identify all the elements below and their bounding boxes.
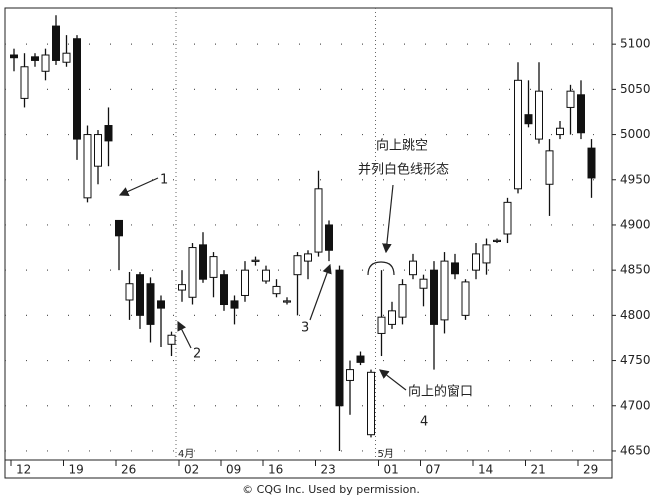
candle-body bbox=[587, 147, 596, 179]
candle-body bbox=[461, 281, 470, 316]
candle-body bbox=[157, 300, 165, 309]
y-tick-label: 4700 bbox=[620, 398, 651, 412]
candle-body bbox=[10, 54, 18, 59]
candle-body bbox=[20, 66, 29, 99]
x-tick-label: 26 bbox=[121, 463, 136, 477]
annotation: 2 bbox=[193, 347, 201, 362]
candle-body bbox=[356, 355, 365, 363]
x-tick-label: 19 bbox=[69, 463, 84, 477]
x-tick-label: 02 bbox=[184, 463, 199, 477]
x-tick-label: 21 bbox=[531, 463, 546, 477]
x-tick-label: 01 bbox=[384, 463, 399, 477]
candle-body bbox=[409, 260, 417, 276]
y-tick-label: 5000 bbox=[620, 127, 651, 141]
candle-body bbox=[545, 150, 554, 185]
candle-body bbox=[472, 253, 480, 271]
candle-body bbox=[188, 247, 197, 298]
arrow bbox=[118, 177, 159, 196]
candle-body bbox=[293, 255, 302, 276]
credit: © CQG Inc. Used by permission. bbox=[242, 483, 420, 496]
candle-body bbox=[304, 253, 312, 262]
candle-body bbox=[104, 125, 113, 142]
candle-body bbox=[577, 94, 585, 134]
arrow bbox=[309, 263, 332, 321]
candle-body bbox=[115, 219, 123, 237]
candle-body bbox=[125, 283, 134, 301]
arrow bbox=[177, 320, 192, 349]
y-tick-label: 4650 bbox=[620, 443, 651, 457]
candle-body bbox=[283, 300, 291, 303]
candle-body bbox=[31, 56, 39, 61]
candle-body bbox=[209, 256, 218, 278]
annotation: 并列白色线形态 bbox=[358, 162, 449, 178]
x-tick-label: 09 bbox=[226, 463, 241, 477]
candle-body bbox=[535, 90, 543, 140]
candle-body bbox=[419, 278, 428, 289]
arrow bbox=[379, 369, 407, 391]
candle-body bbox=[335, 269, 344, 407]
candle-body bbox=[41, 54, 50, 72]
candle-body bbox=[325, 224, 333, 251]
x-tick-label: 16 bbox=[268, 463, 283, 477]
candle-body bbox=[493, 239, 501, 243]
candle-body bbox=[167, 334, 176, 345]
candle-body bbox=[136, 274, 144, 316]
candle-body bbox=[73, 38, 81, 140]
candle-body bbox=[241, 269, 249, 296]
candle-body bbox=[146, 283, 155, 325]
candle-body bbox=[251, 259, 260, 262]
candle-body bbox=[94, 134, 102, 167]
annotation: 向上的窗口 bbox=[408, 384, 473, 400]
candle-body bbox=[178, 284, 186, 291]
arrow bbox=[382, 184, 394, 254]
annotation: 向上跳空 bbox=[376, 138, 428, 154]
candle-body bbox=[83, 134, 92, 199]
candle-body bbox=[220, 274, 228, 306]
candle-body bbox=[430, 269, 438, 325]
candle-body bbox=[556, 127, 564, 136]
x-tick-label: 12 bbox=[16, 463, 31, 477]
annotation: 4 bbox=[420, 415, 428, 430]
y-tick-label: 5050 bbox=[620, 82, 651, 96]
candle-body bbox=[388, 310, 396, 325]
candle-body bbox=[503, 201, 512, 235]
candle-body bbox=[377, 316, 386, 334]
candle-body bbox=[262, 269, 270, 282]
candle-body bbox=[566, 90, 575, 108]
candle-body bbox=[346, 369, 354, 381]
candle-body bbox=[62, 52, 71, 63]
y-tick-label: 5100 bbox=[620, 37, 651, 51]
annotation: 3 bbox=[301, 321, 309, 336]
x-axis-band bbox=[4, 459, 613, 479]
y-tick-label: 4900 bbox=[620, 217, 651, 231]
y-tick-label: 4950 bbox=[620, 172, 651, 186]
bracket bbox=[367, 261, 395, 276]
month-label: 4月 bbox=[178, 448, 194, 460]
candle-body bbox=[272, 285, 281, 295]
candle-body bbox=[482, 244, 491, 264]
candle-body bbox=[367, 371, 375, 436]
candle-body bbox=[524, 114, 533, 125]
annotation: 1 bbox=[160, 173, 168, 188]
x-tick-label: 29 bbox=[583, 463, 598, 477]
candle-body bbox=[314, 188, 323, 253]
candle-body bbox=[440, 260, 449, 321]
month-label: 5月 bbox=[378, 448, 394, 460]
candle-body bbox=[230, 300, 239, 309]
candle-body bbox=[398, 284, 407, 318]
candle-body bbox=[514, 79, 522, 190]
x-tick-label: 14 bbox=[478, 463, 493, 477]
y-tick-label: 4800 bbox=[620, 308, 651, 322]
annotations: 1 2 3 4 向上跳空 并列白色线形态 向上的窗口 bbox=[118, 138, 473, 430]
plot-frame bbox=[4, 7, 613, 461]
y-tick-label: 4750 bbox=[620, 353, 651, 367]
x-tick-label: 07 bbox=[426, 463, 441, 477]
candle-body bbox=[451, 262, 459, 275]
candle-body bbox=[199, 244, 207, 280]
y-tick-label: 4850 bbox=[620, 263, 651, 277]
candle-body bbox=[52, 25, 60, 61]
x-tick-label: 23 bbox=[321, 463, 336, 477]
